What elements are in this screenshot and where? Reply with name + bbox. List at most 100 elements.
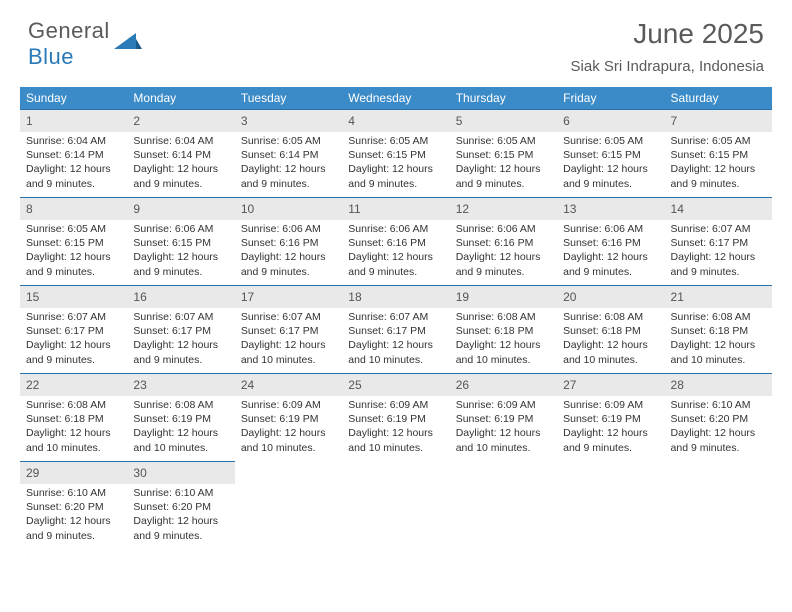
header: General Blue June 2025 Siak Sri Indrapur… bbox=[0, 0, 792, 81]
calendar-table: SundayMondayTuesdayWednesdayThursdayFrid… bbox=[20, 87, 772, 550]
weekday-header: Monday bbox=[127, 87, 234, 110]
day-number: 25 bbox=[348, 378, 361, 392]
day-cell: 17 Sunrise: 6:07 AMSunset: 6:17 PMDayligh… bbox=[235, 286, 342, 374]
day-info: Sunrise: 6:05 AMSunset: 6:15 PMDaylight:… bbox=[563, 134, 658, 191]
day-info: Sunrise: 6:05 AMSunset: 6:15 PMDaylight:… bbox=[26, 222, 121, 279]
day-cell: 12Sunrise: 6:06 AMSunset: 6:16 PMDayligh… bbox=[450, 198, 557, 286]
day-cell: 30 Sunrise: 6:10 AMSunset: 6:20 PMDayligh… bbox=[127, 462, 234, 550]
day-number: 23 bbox=[133, 378, 146, 392]
day-number: 14 bbox=[671, 202, 684, 216]
day-info: Sunrise: 6:10 AMSunset: 6:20 PMDaylight:… bbox=[671, 398, 766, 455]
day-number: 16 bbox=[133, 290, 146, 304]
day-cell: 14 Sunrise: 6:07 AMSunset: 6:17 PMDayligh… bbox=[665, 198, 772, 286]
day-cell: 7 Sunrise: 6:05 AMSunset: 6:15 PMDaylight… bbox=[665, 110, 772, 198]
logo: General Blue bbox=[28, 18, 142, 70]
day-info: Sunrise: 6:05 AMSunset: 6:15 PMDaylight:… bbox=[671, 134, 766, 191]
day-info: Sunrise: 6:07 AMSunset: 6:17 PMDaylight:… bbox=[133, 310, 228, 367]
day-number: 5 bbox=[456, 114, 463, 128]
day-number: 27 bbox=[563, 378, 576, 392]
weekday-header: Tuesday bbox=[235, 87, 342, 110]
day-cell: 26 Sunrise: 6:09 AMSunset: 6:19 PMDayligh… bbox=[450, 374, 557, 462]
day-cell: 6 Sunrise: 6:05 AMSunset: 6:15 PMDaylight… bbox=[557, 110, 664, 198]
day-cell: 16 Sunrise: 6:07 AMSunset: 6:17 PMDayligh… bbox=[127, 286, 234, 374]
day-cell: 28 Sunrise: 6:10 AMSunset: 6:20 PMDayligh… bbox=[665, 374, 772, 462]
day-cell: 5 Sunrise: 6:05 AMSunset: 6:15 PMDaylight… bbox=[450, 110, 557, 198]
day-number: 7 bbox=[671, 114, 678, 128]
day-cell: 13 Sunrise: 6:06 AMSunset: 6:16 PMDayligh… bbox=[557, 198, 664, 286]
title-block: June 2025 Siak Sri Indrapura, Indonesia bbox=[571, 18, 764, 75]
day-number: 17 bbox=[241, 290, 254, 304]
day-cell: 10Sunrise: 6:06 AMSunset: 6:16 PMDayligh… bbox=[235, 198, 342, 286]
day-number: 15 bbox=[26, 290, 39, 304]
day-number: 9 bbox=[133, 202, 140, 216]
day-info: Sunrise: 6:07 AMSunset: 6:17 PMDaylight:… bbox=[241, 310, 336, 367]
day-cell: 18 Sunrise: 6:07 AMSunset: 6:17 PMDayligh… bbox=[342, 286, 449, 374]
day-info: Sunrise: 6:05 AMSunset: 6:15 PMDaylight:… bbox=[348, 134, 443, 191]
day-info: Sunrise: 6:06 AMSunset: 6:15 PMDaylight:… bbox=[133, 222, 228, 279]
day-cell: 4 Sunrise: 6:05 AMSunset: 6:15 PMDaylight… bbox=[342, 110, 449, 198]
day-number: 8 bbox=[26, 202, 33, 216]
day-number: 30 bbox=[133, 466, 146, 480]
day-cell: 3 Sunrise: 6:05 AMSunset: 6:14 PMDaylight… bbox=[235, 110, 342, 198]
weekday-header: Friday bbox=[557, 87, 664, 110]
day-info: Sunrise: 6:09 AMSunset: 6:19 PMDaylight:… bbox=[456, 398, 551, 455]
day-info: Sunrise: 6:04 AMSunset: 6:14 PMDaylight:… bbox=[26, 134, 121, 191]
day-cell: 24 Sunrise: 6:09 AMSunset: 6:19 PMDayligh… bbox=[235, 374, 342, 462]
location: Siak Sri Indrapura, Indonesia bbox=[571, 58, 764, 75]
day-number: 2 bbox=[133, 114, 140, 128]
day-cell: 21Sunrise: 6:08 AMSunset: 6:18 PMDayligh… bbox=[665, 286, 772, 374]
day-info: Sunrise: 6:10 AMSunset: 6:20 PMDaylight:… bbox=[133, 486, 228, 543]
day-number: 12 bbox=[456, 202, 469, 216]
day-info: Sunrise: 6:05 AMSunset: 6:15 PMDaylight:… bbox=[456, 134, 551, 191]
day-number: 18 bbox=[348, 290, 361, 304]
day-cell: 27Sunrise: 6:09 AMSunset: 6:19 PMDayligh… bbox=[557, 374, 664, 462]
day-number: 26 bbox=[456, 378, 469, 392]
day-cell: 22Sunrise: 6:08 AMSunset: 6:18 PMDayligh… bbox=[20, 374, 127, 462]
day-cell: 15 Sunrise: 6:07 AMSunset: 6:17 PMDayligh… bbox=[20, 286, 127, 374]
day-number: 11 bbox=[348, 202, 360, 216]
day-number: 29 bbox=[26, 466, 39, 480]
weekday-header: Wednesday bbox=[342, 87, 449, 110]
day-info: Sunrise: 6:08 AMSunset: 6:18 PMDaylight:… bbox=[456, 310, 551, 367]
day-cell: 20 Sunrise: 6:08 AMSunset: 6:18 PMDayligh… bbox=[557, 286, 664, 374]
day-number: 20 bbox=[563, 290, 576, 304]
day-number: 6 bbox=[563, 114, 570, 128]
logo-triangle-icon bbox=[114, 31, 142, 58]
day-info: Sunrise: 6:06 AMSunset: 6:16 PMDaylight:… bbox=[348, 222, 443, 279]
day-number: 28 bbox=[671, 378, 684, 392]
day-cell: 8 Sunrise: 6:05 AMSunset: 6:15 PMDaylight… bbox=[20, 198, 127, 286]
day-info: Sunrise: 6:08 AMSunset: 6:19 PMDaylight:… bbox=[133, 398, 228, 455]
weekday-header: Sunday bbox=[20, 87, 127, 110]
day-number: 13 bbox=[563, 202, 576, 216]
day-info: Sunrise: 6:07 AMSunset: 6:17 PMDaylight:… bbox=[671, 222, 766, 279]
day-number: 24 bbox=[241, 378, 254, 392]
day-info: Sunrise: 6:07 AMSunset: 6:17 PMDaylight:… bbox=[26, 310, 121, 367]
day-number: 3 bbox=[241, 114, 248, 128]
day-info: Sunrise: 6:10 AMSunset: 6:20 PMDaylight:… bbox=[26, 486, 121, 543]
day-info: Sunrise: 6:05 AMSunset: 6:14 PMDaylight:… bbox=[241, 134, 336, 191]
day-cell: 25 Sunrise: 6:09 AMSunset: 6:19 PMDayligh… bbox=[342, 374, 449, 462]
weekday-header-row: SundayMondayTuesdayWednesdayThursdayFrid… bbox=[20, 87, 772, 110]
day-cell: 2 Sunrise: 6:04 AMSunset: 6:14 PMDaylight… bbox=[127, 110, 234, 198]
day-cell: 19 Sunrise: 6:08 AMSunset: 6:18 PMDayligh… bbox=[450, 286, 557, 374]
day-cell: 11 Sunrise: 6:06 AMSunset: 6:16 PMDayligh… bbox=[342, 198, 449, 286]
day-cell: 1Sunrise: 6:04 AMSunset: 6:14 PMDaylight… bbox=[20, 110, 127, 198]
day-cell: 23 Sunrise: 6:08 AMSunset: 6:19 PMDayligh… bbox=[127, 374, 234, 462]
day-info: Sunrise: 6:04 AMSunset: 6:14 PMDaylight:… bbox=[133, 134, 228, 191]
day-info: Sunrise: 6:06 AMSunset: 6:16 PMDaylight:… bbox=[563, 222, 658, 279]
day-cell: 29 Sunrise: 6:10 AMSunset: 6:20 PMDayligh… bbox=[20, 462, 127, 550]
calendar-body: 1Sunrise: 6:04 AMSunset: 6:14 PMDaylight… bbox=[20, 110, 772, 550]
day-number: 21 bbox=[671, 290, 684, 304]
day-info: Sunrise: 6:09 AMSunset: 6:19 PMDaylight:… bbox=[241, 398, 336, 455]
day-cell: 9 Sunrise: 6:06 AMSunset: 6:15 PMDaylight… bbox=[127, 198, 234, 286]
weekday-header: Thursday bbox=[450, 87, 557, 110]
weekday-header: Saturday bbox=[665, 87, 772, 110]
day-number: 4 bbox=[348, 114, 355, 128]
day-info: Sunrise: 6:09 AMSunset: 6:19 PMDaylight:… bbox=[348, 398, 443, 455]
day-number: 10 bbox=[241, 202, 254, 216]
logo-text-general: General bbox=[28, 18, 110, 43]
day-info: Sunrise: 6:08 AMSunset: 6:18 PMDaylight:… bbox=[563, 310, 658, 367]
day-number: 19 bbox=[456, 290, 469, 304]
month-title: June 2025 bbox=[571, 18, 764, 50]
day-info: Sunrise: 6:07 AMSunset: 6:17 PMDaylight:… bbox=[348, 310, 443, 367]
